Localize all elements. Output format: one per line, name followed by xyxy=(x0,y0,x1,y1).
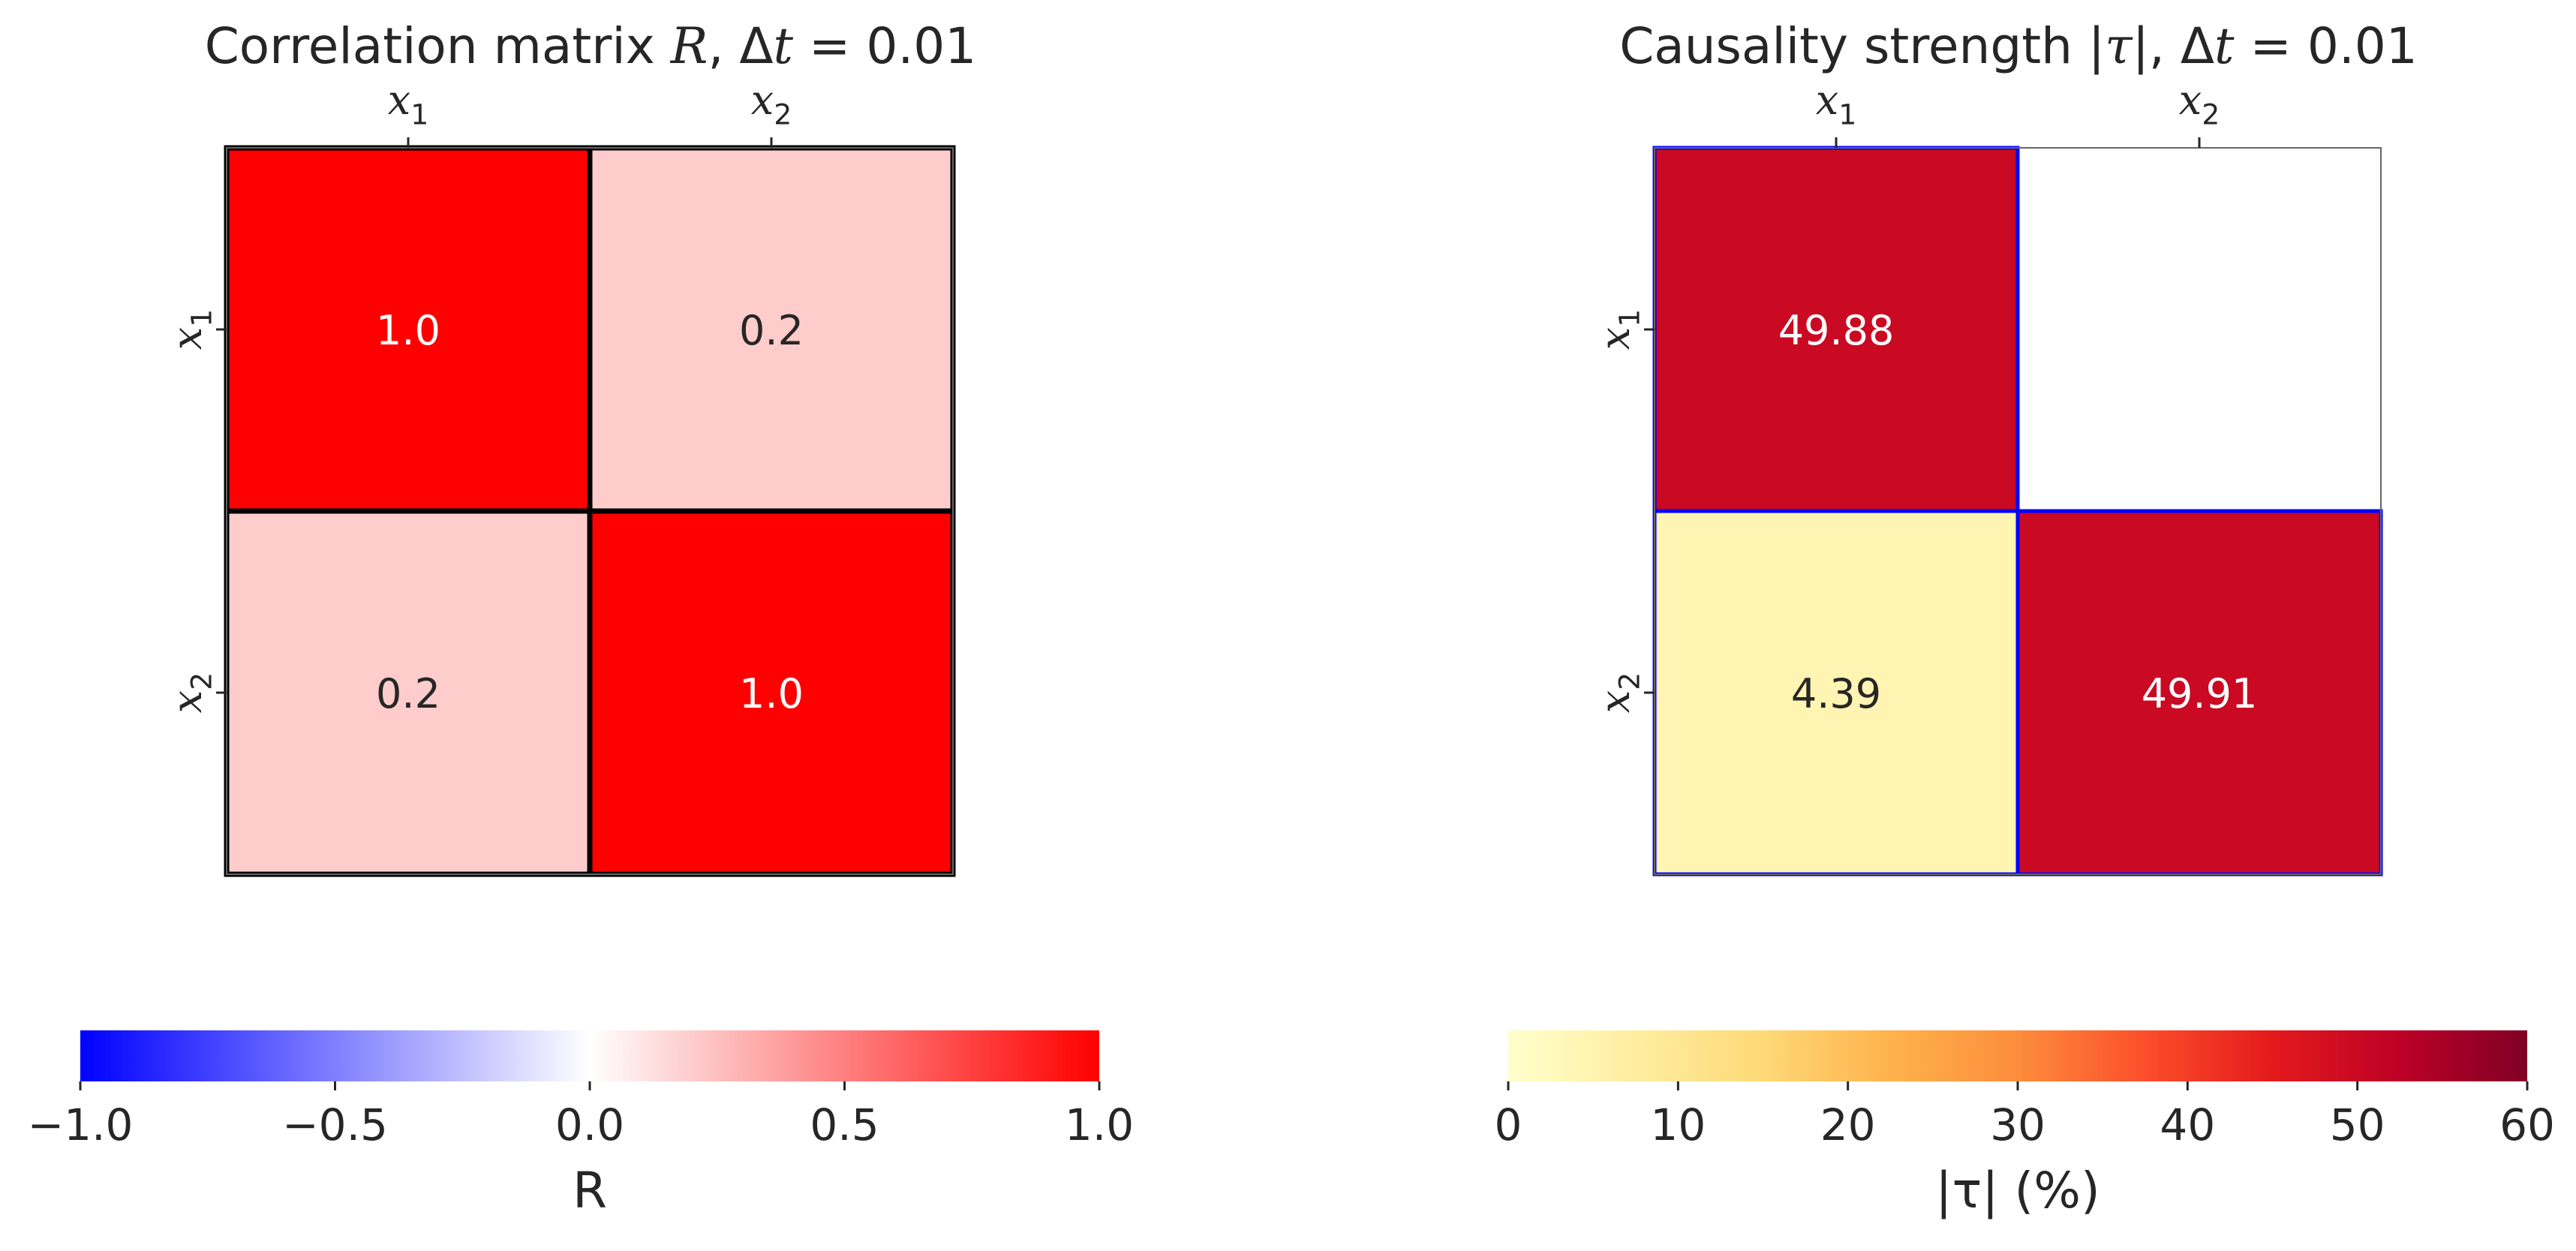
x-tick-label-base: x xyxy=(1816,77,1838,124)
x-tick-label: x1 xyxy=(1816,77,1857,131)
chart-title: Causality strength |τ|, Δt = 0.01 xyxy=(1619,17,2418,75)
colorbar-tick-label: 1.0 xyxy=(1065,1099,1134,1150)
colorbar-tick-label: 20 xyxy=(1820,1099,1876,1150)
title-part-post: = 0.01 xyxy=(2235,17,2418,75)
x-tick-label-base: x xyxy=(751,77,774,124)
x-tick-label-base: x xyxy=(2179,77,2202,124)
heatmap-cell xyxy=(1655,511,2018,874)
cell-value-label: 1.0 xyxy=(376,307,440,354)
colorbar-tick-label: 0.0 xyxy=(555,1099,624,1150)
title-part-mid: |, Δ xyxy=(2133,17,2214,75)
colorbar xyxy=(80,1030,1099,1081)
y-tick-label: x1 xyxy=(164,309,218,350)
heatmap-frame xyxy=(1654,147,2382,875)
heatmap-cell xyxy=(590,511,953,874)
x-tick-label-sub: 2 xyxy=(774,98,792,131)
y-tick-label-sub: 1 xyxy=(185,309,218,327)
y-tick-label-sub: 2 xyxy=(1613,672,1646,690)
colorbar-tick-label: 0.5 xyxy=(810,1099,879,1150)
heatmap-frame xyxy=(226,147,954,875)
heatmap-cell xyxy=(2018,511,2381,874)
y-tick-label-sub: 1 xyxy=(1613,309,1646,327)
colorbar-label: |τ| (%) xyxy=(1935,1162,2100,1219)
title-part-var: τ xyxy=(2105,17,2133,75)
heatmap-cell xyxy=(590,148,953,511)
chart-title: Correlation matrix R, Δt = 0.01 xyxy=(205,17,977,75)
heatmap-cell xyxy=(2018,148,2381,511)
cell-value-label: 49.88 xyxy=(1778,307,1895,354)
x-tick-label-sub: 2 xyxy=(2202,98,2220,131)
cell-value-label: 4.39 xyxy=(1791,670,1881,717)
title-part-pre: Causality strength | xyxy=(1619,17,2105,75)
cell-value-label: 49.91 xyxy=(2142,670,2258,717)
cell-value-label: 0.2 xyxy=(739,307,804,354)
heatmap-cell xyxy=(227,511,590,874)
title-part-mid: , Δ xyxy=(708,17,773,75)
y-tick-label-base: x xyxy=(164,327,211,350)
y-tick-label: x1 xyxy=(1592,309,1646,350)
x-tick-label-sub: 1 xyxy=(1838,98,1856,131)
cell-value-label: 0.2 xyxy=(376,670,440,717)
y-tick-label-base: x xyxy=(164,690,211,713)
y-tick-label-base: x xyxy=(1592,690,1639,713)
colorbar-tick-label: 10 xyxy=(1650,1099,1706,1150)
colorbar-tick-label: −0.5 xyxy=(282,1099,388,1150)
y-tick-label-sub: 2 xyxy=(185,672,218,690)
x-tick-label: x2 xyxy=(751,77,792,131)
colorbar-tick-label: 40 xyxy=(2160,1099,2215,1150)
cell-value-label: 1.0 xyxy=(739,670,804,717)
colorbar-label: R xyxy=(573,1162,607,1219)
causality-heatmap-panel: Causality strength |τ|, Δt = 0.01 49.88 4.… xyxy=(1495,17,2555,1219)
colorbar-tick-label: 50 xyxy=(2330,1099,2385,1150)
y-tick-label: x2 xyxy=(164,672,218,714)
x-tick-label: x2 xyxy=(2179,77,2220,131)
x-tick-label: x1 xyxy=(388,77,429,131)
title-part-var2: t xyxy=(2214,17,2235,75)
title-part-post: = 0.01 xyxy=(793,17,976,75)
x-tick-label-base: x xyxy=(388,77,410,124)
title-part-var2: t xyxy=(774,17,794,75)
heatmap-cell xyxy=(227,148,590,511)
title-part-pre: Correlation matrix xyxy=(205,17,671,75)
colorbar-tick-label: 30 xyxy=(1990,1099,2045,1150)
correlation-heatmap-panel: Correlation matrix R, Δt = 0.011.0 0.20.2… xyxy=(28,17,1135,1219)
y-tick-label-base: x xyxy=(1592,327,1639,350)
colorbar-tick-label: 0 xyxy=(1495,1099,1522,1150)
heatmap-cell xyxy=(1655,148,2018,511)
colorbar-tick-label: −1.0 xyxy=(28,1099,134,1150)
title-part-var: R xyxy=(670,17,708,75)
colorbar-tick-label: 60 xyxy=(2499,1099,2555,1150)
y-tick-label: x2 xyxy=(1592,672,1646,714)
colorbar xyxy=(1508,1030,2527,1081)
x-tick-label-sub: 1 xyxy=(410,98,428,131)
